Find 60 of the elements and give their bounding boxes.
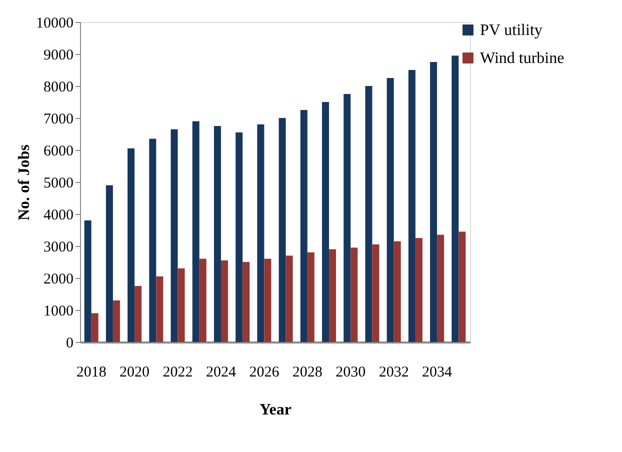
bar xyxy=(149,138,156,342)
bar xyxy=(242,262,250,342)
y-axis-title: No. of Jobs xyxy=(16,144,33,221)
bar xyxy=(386,78,394,342)
bar xyxy=(437,234,444,342)
bar xyxy=(329,249,336,342)
x-tick-label: 2034 xyxy=(422,364,453,380)
x-tick-label: 2022 xyxy=(162,364,193,380)
bar xyxy=(84,220,92,342)
legend-label: PV utility xyxy=(480,22,542,39)
bar xyxy=(134,286,142,342)
bar xyxy=(307,252,314,342)
x-axis-title: Year xyxy=(260,402,292,418)
bar xyxy=(192,121,200,342)
bar xyxy=(286,256,293,342)
legend-label: Wind turbine xyxy=(480,50,564,67)
bar xyxy=(415,238,422,342)
bar xyxy=(156,276,164,342)
y-tick-label: 0 xyxy=(66,336,74,352)
bar xyxy=(365,86,372,342)
bar xyxy=(257,124,264,342)
y-tick-label: 3000 xyxy=(44,240,74,256)
y-tick-label: 2000 xyxy=(44,272,74,288)
y-tick-label: 9000 xyxy=(44,48,74,64)
y-tick-label: 10000 xyxy=(36,16,74,32)
bar xyxy=(372,244,380,342)
bar xyxy=(344,94,351,342)
bar xyxy=(278,118,286,342)
y-tick-label: 7000 xyxy=(44,112,74,128)
x-tick-label: 2020 xyxy=(120,364,150,380)
bar xyxy=(214,126,221,342)
bar xyxy=(220,260,228,342)
x-tick-label: 2032 xyxy=(378,364,409,380)
bar xyxy=(430,62,438,342)
bar xyxy=(236,132,243,342)
bar xyxy=(91,313,98,342)
bar xyxy=(112,300,120,342)
x-tick-label: 2026 xyxy=(249,364,280,380)
x-tick-label: 2018 xyxy=(76,364,106,380)
bar xyxy=(264,258,272,342)
bar xyxy=(452,56,459,342)
x-tick-label: 2024 xyxy=(206,364,236,380)
bar xyxy=(300,110,308,342)
x-tick-label: 2030 xyxy=(336,364,366,380)
x-tick-label: 2028 xyxy=(292,364,322,380)
bar xyxy=(394,241,401,342)
y-tick-label: 1000 xyxy=(44,304,74,320)
y-tick-label: 4000 xyxy=(44,208,74,224)
y-tick-label: 6000 xyxy=(44,144,74,160)
bar xyxy=(106,185,113,342)
y-tick-label: 8000 xyxy=(44,80,74,96)
bar xyxy=(199,258,206,342)
bar xyxy=(458,232,466,342)
bar xyxy=(350,248,358,342)
y-tick-label: 5000 xyxy=(44,176,74,192)
bar xyxy=(128,148,135,342)
bar xyxy=(322,102,330,342)
bar xyxy=(408,70,416,342)
bar xyxy=(170,129,178,342)
bar xyxy=(178,268,185,342)
